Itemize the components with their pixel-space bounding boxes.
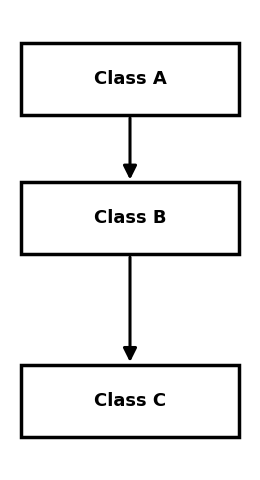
FancyBboxPatch shape: [21, 365, 239, 437]
Text: Class A: Class A: [94, 70, 166, 88]
FancyBboxPatch shape: [21, 182, 239, 254]
FancyBboxPatch shape: [21, 43, 239, 115]
Text: Class B: Class B: [94, 209, 166, 228]
Text: Class C: Class C: [94, 392, 166, 410]
